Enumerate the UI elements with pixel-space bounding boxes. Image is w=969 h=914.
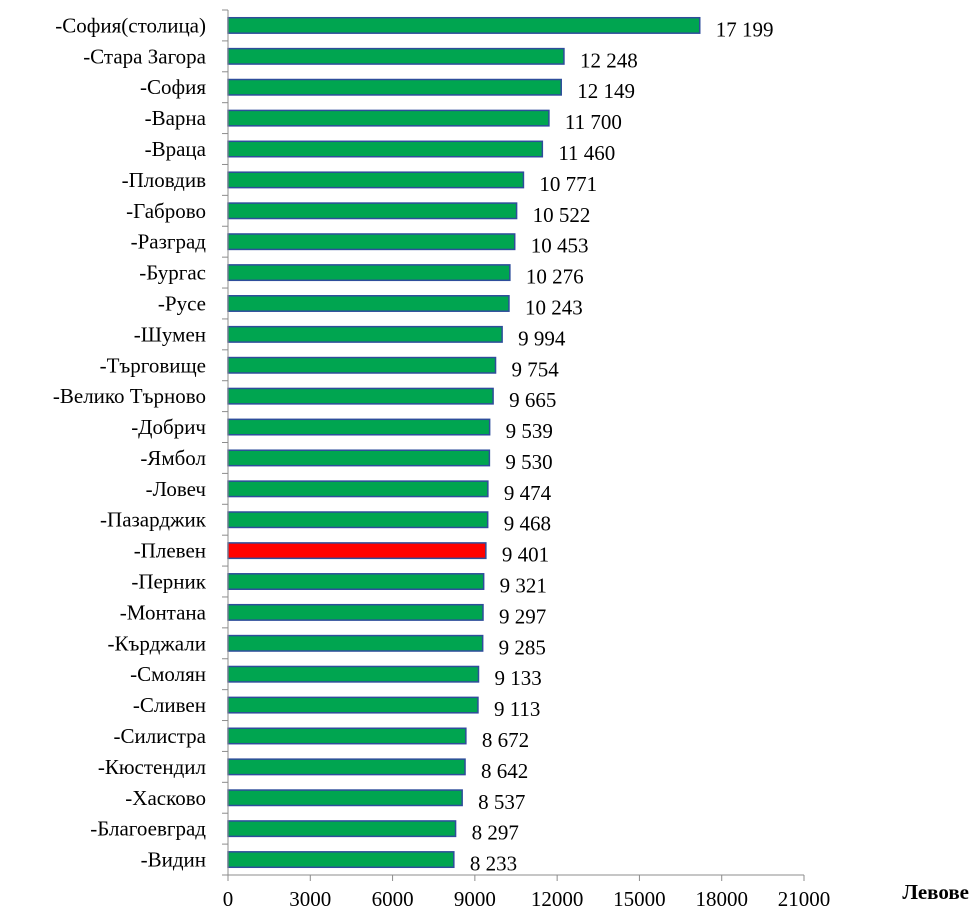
category-label: -Габрово xyxy=(126,199,206,223)
bar xyxy=(227,820,457,838)
x-tick-label: 15000 xyxy=(613,887,666,911)
category-label: -Стара Загора xyxy=(83,44,206,68)
bar xyxy=(227,727,467,745)
bar xyxy=(227,109,550,127)
data-label: 8 537 xyxy=(478,790,525,814)
data-label: 10 453 xyxy=(531,234,589,258)
category-label: -Разград xyxy=(131,230,207,254)
bar xyxy=(227,78,562,96)
category-label: -Враца xyxy=(145,137,207,161)
data-label: 8 233 xyxy=(470,852,517,876)
category-label: -Пловдив xyxy=(122,168,206,192)
category-label: -Пазарджик xyxy=(100,508,207,532)
category-label: -Велико Търново xyxy=(53,384,206,408)
category-label: -Сливен xyxy=(133,693,206,717)
bar xyxy=(227,758,466,776)
data-label: 9 539 xyxy=(506,419,553,443)
category-label: -Кюстендил xyxy=(98,755,206,779)
category-label: -Смолян xyxy=(130,662,206,686)
data-label: 9 468 xyxy=(504,512,551,536)
category-label: -Силистра xyxy=(113,724,206,748)
bar xyxy=(227,480,489,498)
bar xyxy=(227,634,484,652)
x-tick-label: 21000 xyxy=(778,887,831,911)
category-label: -Търговище xyxy=(100,353,206,377)
bar xyxy=(227,789,463,807)
x-tick-label: 12000 xyxy=(531,887,584,911)
x-tick-label: 3000 xyxy=(289,887,331,911)
category-label: -Добрич xyxy=(131,415,206,439)
axes-group: 0 3000 6000 9000 12000 15000 18000 21000 xyxy=(222,9,831,911)
data-label: 9 474 xyxy=(504,481,552,505)
x-tick-label: 6000 xyxy=(372,887,414,911)
data-label: 8 297 xyxy=(472,821,519,845)
x-axis-label: Левове xyxy=(902,880,969,904)
bar xyxy=(227,665,480,683)
data-label: 9 297 xyxy=(499,604,546,628)
bar xyxy=(227,356,497,374)
data-label: 12 248 xyxy=(580,48,638,72)
bar xyxy=(227,696,479,714)
category-label: -Ямбол xyxy=(140,446,206,470)
data-label: 10 771 xyxy=(539,172,597,196)
category-label: -Кърджали xyxy=(108,631,207,655)
data-label: 11 700 xyxy=(565,110,622,134)
category-label: -Варна xyxy=(145,106,207,130)
data-label: 9 113 xyxy=(494,697,540,721)
data-label: 9 530 xyxy=(505,450,552,474)
category-label: -Русе xyxy=(158,291,206,315)
category-label: -Благоевград xyxy=(90,817,206,841)
bar xyxy=(227,449,491,467)
bar xyxy=(227,16,701,34)
data-label: 9 321 xyxy=(500,574,547,598)
category-label: -Перник xyxy=(131,570,206,594)
x-tick-label: 0 xyxy=(223,887,234,911)
data-label: 9 754 xyxy=(512,357,560,381)
x-tick-label: 18000 xyxy=(695,887,748,911)
data-label: 10 243 xyxy=(525,295,583,319)
x-tick-label: 9000 xyxy=(454,887,496,911)
category-label: -Плевен xyxy=(134,539,206,563)
bar xyxy=(227,140,544,158)
bar xyxy=(227,325,503,343)
data-label: 9 665 xyxy=(509,388,556,412)
data-label: 9 285 xyxy=(499,635,546,659)
data-label: 10 522 xyxy=(533,203,591,227)
data-label: 8 672 xyxy=(482,728,529,752)
bar xyxy=(227,47,565,65)
bar xyxy=(227,202,518,220)
category-label: -София xyxy=(140,75,206,99)
data-label: 10 276 xyxy=(526,265,584,289)
data-label: 12 149 xyxy=(577,79,635,103)
bar xyxy=(227,233,516,251)
data-label: 17 199 xyxy=(716,17,774,41)
data-label: 8 642 xyxy=(481,759,528,783)
category-label: -Бургас xyxy=(139,261,206,285)
bar xyxy=(227,171,525,189)
data-label: 9 401 xyxy=(502,543,549,567)
bar xyxy=(227,418,491,436)
bar xyxy=(227,603,484,621)
category-label: -София(столица) xyxy=(55,13,206,37)
category-label: -Монтана xyxy=(120,600,207,624)
data-label: 9 133 xyxy=(495,666,542,690)
category-label: -Ловеч xyxy=(146,477,207,501)
bar xyxy=(227,573,485,590)
bar xyxy=(227,387,494,405)
category-label: -Хасково xyxy=(125,786,206,810)
bar xyxy=(227,295,510,312)
bar xyxy=(227,511,489,529)
bar xyxy=(227,542,487,560)
data-label: 11 460 xyxy=(558,141,615,165)
bar xyxy=(227,264,511,282)
category-label: -Видин xyxy=(141,848,206,872)
bar xyxy=(227,851,455,869)
data-label: 9 994 xyxy=(518,326,566,350)
bars-group: -София(столица) 17 199 -Стара Загора 12 248… xyxy=(53,13,774,875)
category-label: -Шумен xyxy=(134,322,206,346)
